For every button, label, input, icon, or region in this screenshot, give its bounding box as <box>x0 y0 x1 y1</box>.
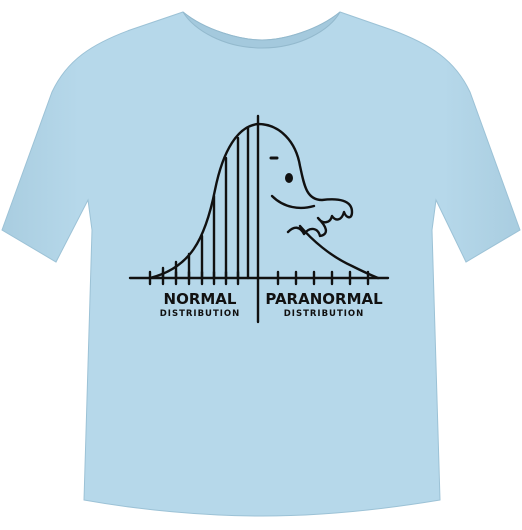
tshirt-body <box>1 11 521 517</box>
normal-subtitle: DISTRIBUTION <box>160 309 241 319</box>
normal-title: NORMAL <box>164 290 237 308</box>
tshirt-collar <box>182 11 341 49</box>
bell-curve-graphic <box>148 122 260 280</box>
paranormal-title: PARANORMAL <box>265 290 383 308</box>
paranormal-subtitle: DISTRIBUTION <box>284 309 365 319</box>
distribution-axes <box>128 114 390 324</box>
